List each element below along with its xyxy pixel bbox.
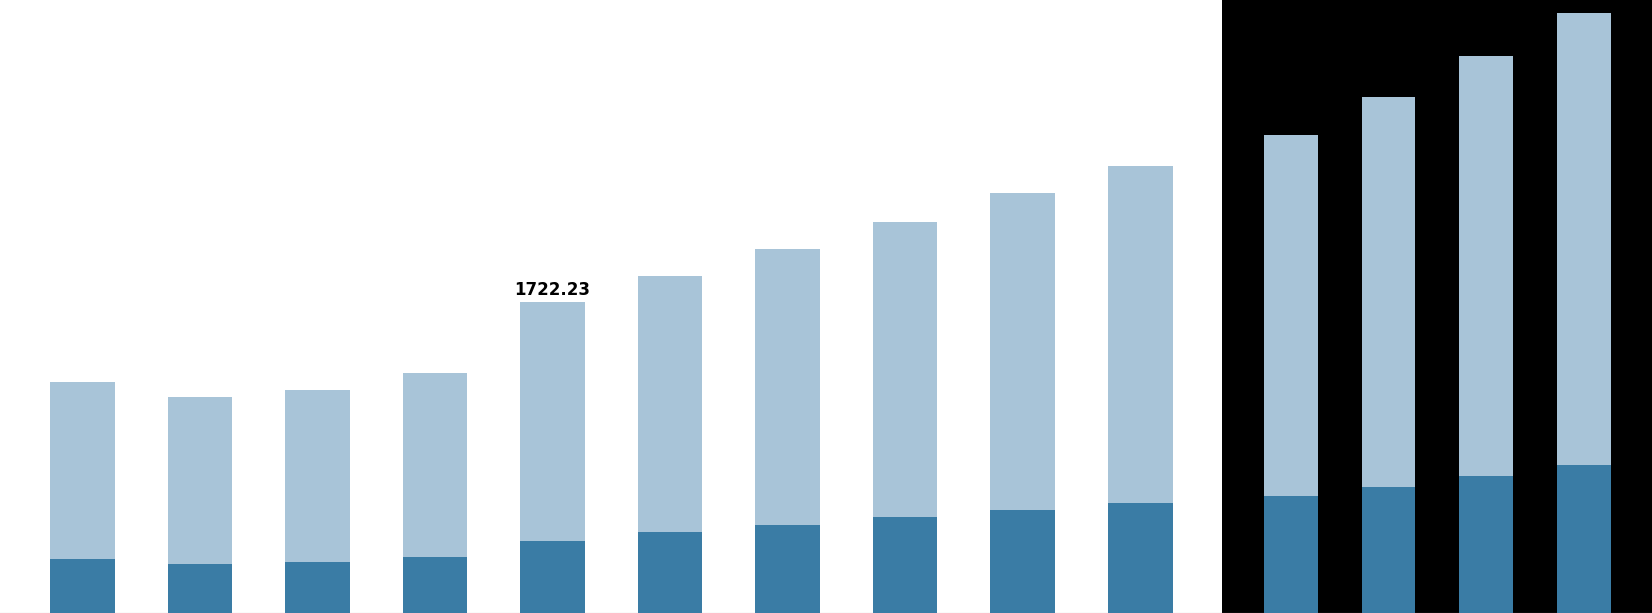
Bar [638,532,702,613]
Bar [755,525,819,613]
Bar [872,222,937,517]
Bar [403,373,468,557]
Bar [872,517,937,613]
Bar [520,541,585,613]
Bar [167,397,233,565]
Bar [990,193,1056,510]
Bar [1361,487,1416,613]
Bar [167,565,233,613]
Bar [50,559,114,613]
Bar [1556,465,1611,613]
Bar [1556,13,1611,465]
Text: 1722.23: 1722.23 [514,281,590,299]
Bar [1459,476,1513,613]
Bar [50,383,114,559]
Bar [755,249,819,525]
Bar [286,562,350,613]
Bar [403,557,468,613]
Bar [638,276,702,532]
Bar [1264,135,1318,496]
Bar [990,510,1056,613]
Bar [1361,97,1416,487]
Bar [520,302,585,541]
Bar [1108,503,1173,613]
Bar [1459,56,1513,476]
Bar [286,390,350,562]
Bar [1108,166,1173,503]
Bar [1264,496,1318,613]
